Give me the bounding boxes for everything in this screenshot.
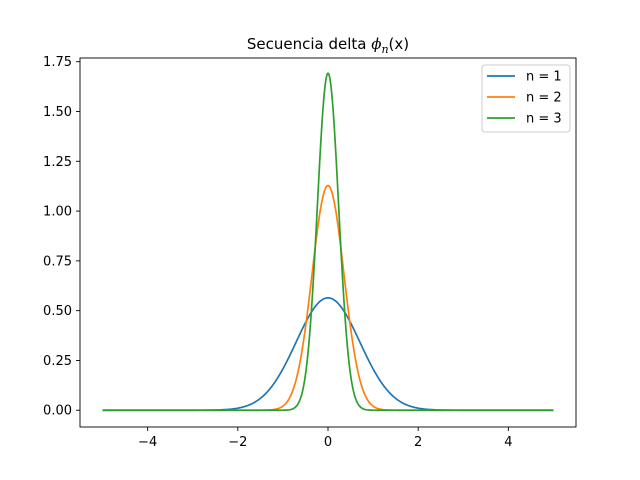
series-group (102, 72, 554, 412)
x-tick-label: −4 (138, 435, 157, 450)
legend-box (481, 64, 571, 133)
y-tick-label: 1.25 (43, 155, 72, 170)
x-tick-label: −2 (228, 435, 247, 450)
legend-label-n1: n = 1 (526, 70, 562, 85)
x-tick-label: 2 (414, 435, 422, 450)
y-tick-label: 0.00 (43, 404, 72, 419)
y-axis: 0.00 0.25 0.50 0.75 1.00 1.25 1.50 1.75 (43, 55, 80, 419)
x-tick-label: 0 (324, 435, 332, 450)
y-tick-label: 0.75 (43, 254, 72, 269)
y-tick-label: 0.25 (43, 354, 72, 369)
legend: n = 1 n = 2 n = 3 (481, 64, 571, 133)
x-tick-label: 4 (504, 435, 512, 450)
y-tick-label: 1.00 (43, 205, 72, 220)
y-tick-label: 0.50 (43, 304, 72, 319)
series-line-n3 (102, 72, 554, 412)
y-tick-label: 1.75 (43, 55, 72, 70)
x-axis: −4 −2 0 2 4 (138, 427, 513, 450)
legend-label-n2: n = 2 (526, 91, 562, 106)
chart-title: Secuencia delta ϕn(x) (247, 35, 409, 56)
y-tick-label: 1.50 (43, 105, 72, 120)
legend-label-n3: n = 3 (526, 112, 562, 127)
